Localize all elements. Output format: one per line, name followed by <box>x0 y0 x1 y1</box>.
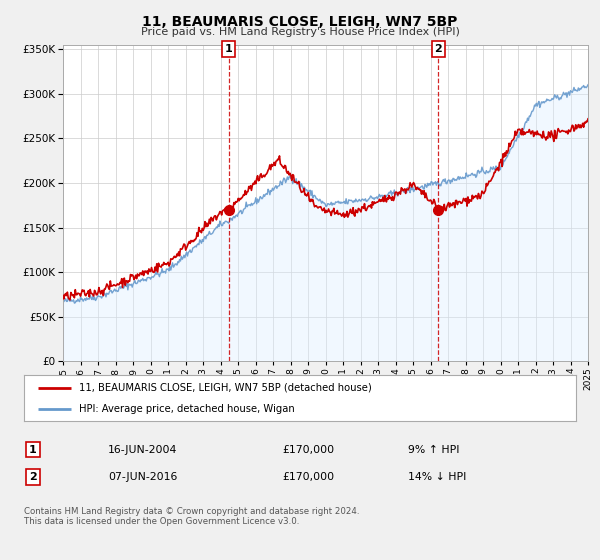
Text: 14% ↓ HPI: 14% ↓ HPI <box>408 472 466 482</box>
Text: £170,000: £170,000 <box>282 472 334 482</box>
Text: HPI: Average price, detached house, Wigan: HPI: Average price, detached house, Wiga… <box>79 404 295 414</box>
Text: Contains HM Land Registry data © Crown copyright and database right 2024.
This d: Contains HM Land Registry data © Crown c… <box>24 507 359 526</box>
Text: 2: 2 <box>434 44 442 54</box>
Text: Price paid vs. HM Land Registry's House Price Index (HPI): Price paid vs. HM Land Registry's House … <box>140 27 460 37</box>
Text: 1: 1 <box>224 44 232 54</box>
Text: 07-JUN-2016: 07-JUN-2016 <box>108 472 178 482</box>
Text: 11, BEAUMARIS CLOSE, LEIGH, WN7 5BP (detached house): 11, BEAUMARIS CLOSE, LEIGH, WN7 5BP (det… <box>79 382 372 393</box>
Text: 1: 1 <box>29 445 37 455</box>
Text: 9% ↑ HPI: 9% ↑ HPI <box>408 445 460 455</box>
Text: 11, BEAUMARIS CLOSE, LEIGH, WN7 5BP: 11, BEAUMARIS CLOSE, LEIGH, WN7 5BP <box>142 15 458 29</box>
Text: 16-JUN-2004: 16-JUN-2004 <box>108 445 178 455</box>
Text: £170,000: £170,000 <box>282 445 334 455</box>
Text: 2: 2 <box>29 472 37 482</box>
